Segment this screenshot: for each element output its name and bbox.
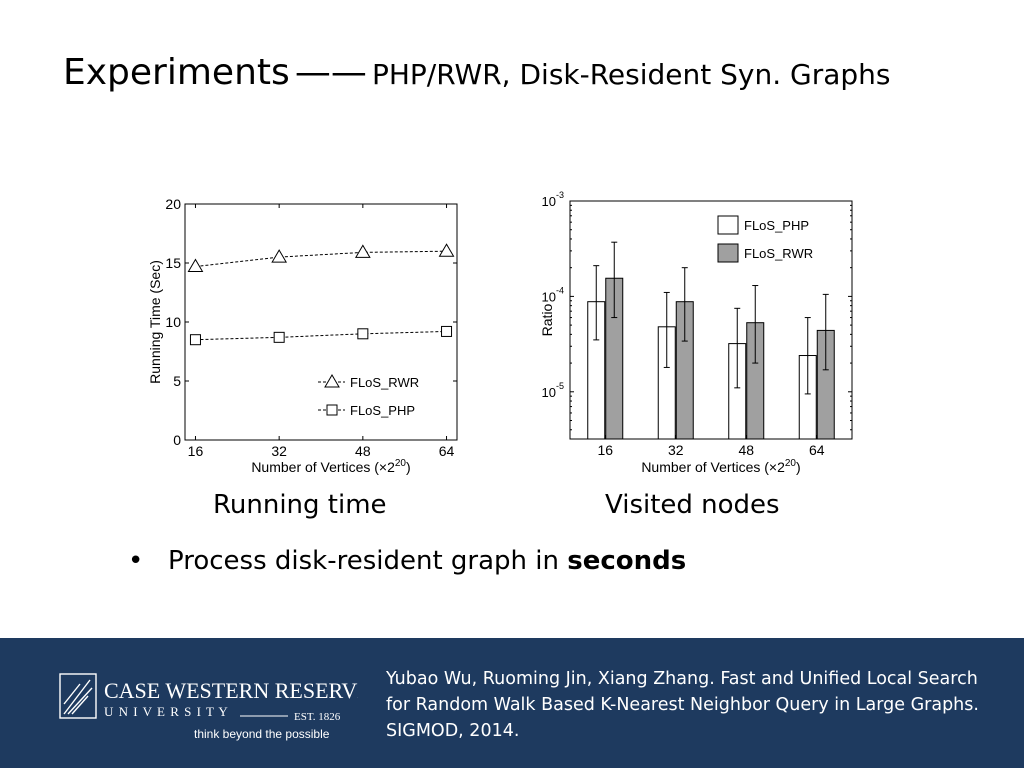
y-axis-label: Ratio bbox=[539, 303, 555, 336]
triangle-marker bbox=[354, 244, 371, 258]
logo-established: EST. 1826 bbox=[294, 711, 341, 723]
logo-university: U N I V E R S I T Y bbox=[104, 704, 229, 719]
legend-label: FLoS_PHP bbox=[744, 218, 809, 233]
square-marker bbox=[441, 325, 453, 337]
triangle-marker bbox=[438, 243, 455, 257]
y-tick-label: 0 bbox=[173, 432, 181, 448]
tree-icon bbox=[59, 673, 97, 719]
y-tick-label: 20 bbox=[165, 196, 181, 212]
visited-nodes-chart: 10-5 10-4 10-3 16 32 48 64 Number of Vertices (… bbox=[530, 178, 860, 483]
visited-nodes-chart-svg: 10-5 10-4 10-3 16 32 48 64 Number of Vertices (… bbox=[539, 190, 853, 475]
bullet-text: Process disk-resident graph in bbox=[168, 546, 568, 576]
y-axis-label: Running Time (Sec) bbox=[147, 260, 163, 384]
title-separator: —— bbox=[294, 52, 367, 93]
legend-swatch bbox=[717, 243, 739, 263]
y-tick-label: 15 bbox=[165, 255, 181, 271]
legend-swatch bbox=[717, 215, 739, 235]
running-time-chart: 0 5 10 15 20 16 32 48 64 Number of Vertices (×220… bbox=[140, 178, 470, 483]
citation-line: for Random Walk Based K-Nearest Neighbor… bbox=[386, 695, 979, 715]
x-tick-label: 64 bbox=[439, 443, 455, 459]
x-tick-label: 16 bbox=[597, 442, 613, 458]
y-tick-label: 10-4 bbox=[542, 285, 564, 304]
y-tick-label: 10 bbox=[165, 314, 181, 330]
y-tick-label: 5 bbox=[173, 373, 181, 389]
x-axis-label: Number of Vertices (×220) bbox=[641, 458, 800, 475]
title-main: Experiments bbox=[63, 52, 290, 93]
caption-running-time: Running time bbox=[213, 490, 387, 520]
slide-title: Experiments —— PHP/RWR, Disk-Resident Sy… bbox=[63, 52, 891, 93]
caption-visited-nodes: Visited nodes bbox=[605, 490, 780, 520]
logo-tagline: think beyond the possible bbox=[194, 727, 330, 741]
square-marker bbox=[273, 331, 285, 343]
footer-bar: CASE WESTERN RESERVE U N I V E R S I T Y… bbox=[0, 638, 1024, 768]
x-axis-label: Number of Vertices (×220) bbox=[251, 458, 410, 475]
citation-line: Yubao Wu, Ruoming Jin, Xiang Zhang. Fast… bbox=[386, 669, 978, 689]
x-tick-label: 64 bbox=[809, 442, 825, 458]
legend-label: FLoS_PHP bbox=[350, 403, 415, 418]
legend-label: FLoS_RWR bbox=[744, 246, 813, 261]
bullet-dot: • bbox=[128, 546, 144, 576]
x-tick-label: 48 bbox=[738, 442, 754, 458]
bullet-bold: seconds bbox=[567, 546, 687, 576]
running-time-chart-svg: 0 5 10 15 20 16 32 48 64 Number of Vertices (×220… bbox=[147, 196, 458, 475]
y-tick-label: 10-5 bbox=[542, 381, 564, 400]
x-tick-label: 48 bbox=[355, 443, 371, 459]
series-line-FLoS_PHP bbox=[195, 330, 447, 341]
citation: Yubao Wu, Ruoming Jin, Xiang Zhang. Fast… bbox=[386, 666, 1016, 744]
plot-frame bbox=[569, 200, 853, 440]
bullet-item: • Process disk-resident graph in seconds bbox=[128, 546, 686, 576]
square-marker bbox=[357, 328, 369, 340]
triangle-marker bbox=[324, 374, 340, 388]
square-marker bbox=[189, 334, 201, 346]
series-line-FLoS_RWR bbox=[195, 250, 447, 268]
legend-label: FLoS_RWR bbox=[350, 375, 419, 390]
university-logo: CASE WESTERN RESERVE U N I V E R S I T Y… bbox=[59, 673, 358, 741]
triangle-marker bbox=[271, 249, 288, 263]
triangle-marker bbox=[187, 258, 204, 273]
x-tick-label: 32 bbox=[271, 443, 287, 459]
y-tick-label: 10-3 bbox=[542, 190, 564, 209]
logo-name: CASE WESTERN RESERVE bbox=[104, 678, 358, 703]
x-tick-label: 32 bbox=[668, 442, 684, 458]
x-tick-label: 16 bbox=[188, 443, 204, 459]
square-marker bbox=[326, 404, 338, 416]
plot-frame bbox=[184, 203, 458, 441]
title-subtitle: PHP/RWR, Disk-Resident Syn. Graphs bbox=[371, 58, 891, 91]
citation-line: SIGMOD, 2014. bbox=[386, 721, 520, 741]
